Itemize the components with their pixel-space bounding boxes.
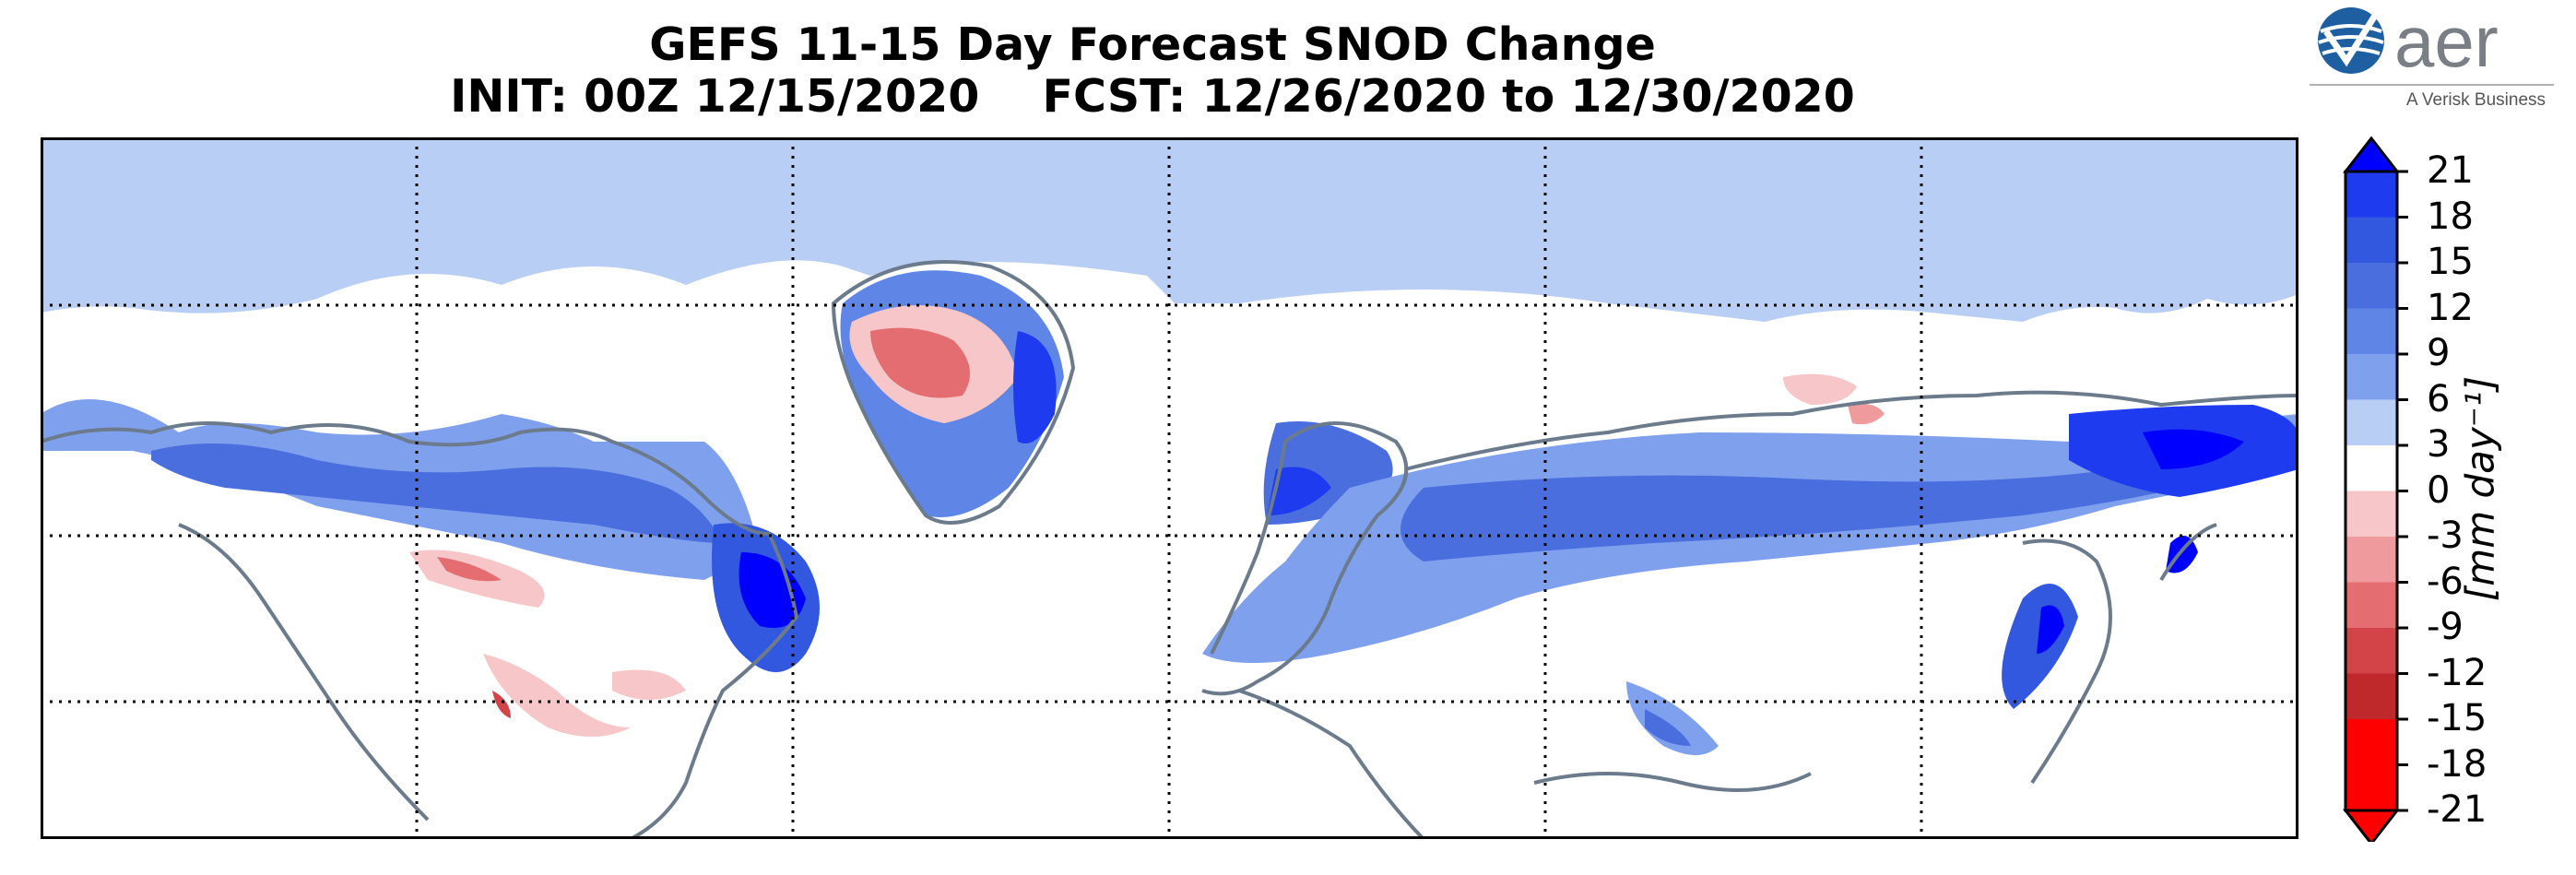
colorbar-segment — [2346, 719, 2397, 765]
colorbar-tick-label: 18 — [2427, 195, 2474, 238]
chart-subtitle: INIT: 00Z 12/15/2020 FCST: 12/26/2020 to… — [450, 70, 1855, 123]
gridlines — [41, 137, 2298, 839]
colorbar-extend-max — [2342, 136, 2401, 173]
colorbar-segment — [2346, 445, 2397, 491]
colorbar-segment — [2346, 537, 2397, 583]
map-frame — [41, 137, 2298, 839]
central-asia-snow — [1626, 681, 1719, 755]
colorbar-tick-label: -6 — [2427, 560, 2464, 603]
eurasia-snow — [1202, 414, 2298, 663]
colorbar-segment — [2346, 308, 2397, 355]
aer-globe-icon — [2318, 7, 2384, 74]
colorbar-tick-label: -3 — [2427, 514, 2464, 557]
colorbar-tick-label: 15 — [2427, 241, 2474, 283]
colorbar-tick-label: 9 — [2427, 332, 2451, 374]
colorbar-unit-label: [mm day⁻¹] — [2457, 375, 2503, 602]
colorbar-segment — [2346, 673, 2397, 720]
colorbar-segment — [2346, 171, 2397, 218]
colorbar-segment — [2346, 628, 2397, 674]
colorbar-tick-label: 12 — [2427, 286, 2474, 329]
colorbar-segment — [2346, 354, 2397, 400]
colorbar-tick-label: -18 — [2427, 742, 2487, 786]
canada-snow — [151, 443, 723, 543]
colorbar-segment — [2346, 399, 2397, 446]
colorbar-segment — [2346, 491, 2397, 538]
colorbar-tick-label: -21 — [2427, 788, 2487, 831]
aer-wordmark: aer — [2394, 4, 2499, 82]
snow-depth-change-map — [41, 137, 2298, 839]
aer-logo: aer — [2310, 4, 2554, 86]
siberia-melt — [1783, 373, 1857, 405]
colorbar-tick-label: 3 — [2427, 423, 2451, 466]
colorbar-tick-label: 21 — [2427, 149, 2474, 192]
colorbar-segment — [2346, 263, 2397, 309]
logo-tagline: A Verisk Business — [2406, 90, 2546, 110]
colorbar-tick-label: -9 — [2427, 606, 2464, 648]
colorbar-tick-label: -12 — [2427, 651, 2487, 694]
colorbar — [2342, 136, 2408, 842]
colorbar-tick-label: 0 — [2427, 468, 2451, 512]
coastlines — [41, 260, 2298, 839]
colorbar-extend-min — [2342, 809, 2401, 842]
colorbar-tick-label: -15 — [2427, 697, 2487, 739]
colorbar-segment — [2346, 582, 2397, 629]
chart-title: GEFS 11-15 Day Forecast SNOD Change — [649, 18, 1656, 71]
colorbar-segment — [2346, 217, 2397, 264]
colorbar-segment — [2346, 764, 2397, 811]
colorbar-tick-label: 6 — [2427, 377, 2451, 420]
